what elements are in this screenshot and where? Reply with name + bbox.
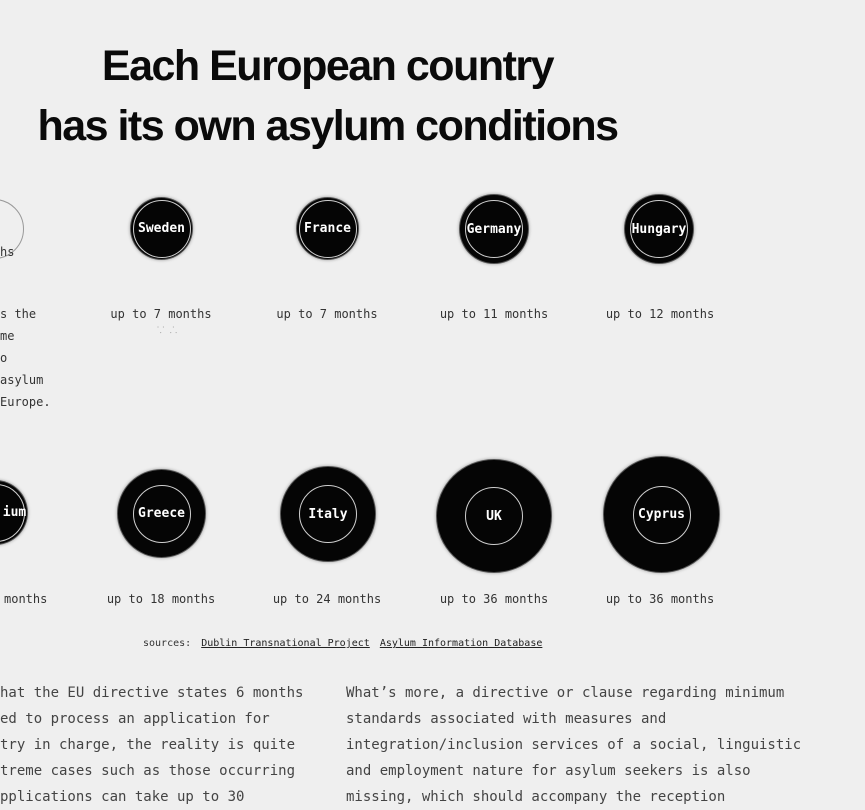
inner-ring: [298, 199, 357, 258]
country-name: Germany: [466, 221, 522, 237]
inner-ring: [132, 484, 191, 543]
paragraph-line: and employment nature for asylum seekers…: [346, 763, 751, 779]
country-duration: up to 18 months: [106, 592, 216, 606]
note-line: me: [0, 329, 15, 343]
country-duration: up to 12 months: [605, 307, 715, 321]
sources-label: sources:: [143, 638, 192, 649]
source-link-dublin[interactable]: Dublin Transnational Project: [201, 638, 370, 649]
inner-ring: [630, 200, 688, 258]
inner-ring: [465, 487, 523, 545]
partial-country-circle[interactable]: ium: [0, 481, 27, 544]
country-circle-sweden[interactable]: Sweden: [131, 198, 192, 259]
paragraph-line: integration/inclusion services of a soci…: [346, 737, 802, 753]
paragraph-left: hat the EU directive states 6 months ed …: [0, 680, 303, 810]
partial-country-duration: hs: [0, 245, 15, 259]
paragraph-line: try in charge, the reality is quite: [0, 737, 296, 753]
country-circle-cyprus[interactable]: Cyprus: [604, 457, 719, 572]
country-duration: up to 11 months: [439, 307, 549, 321]
paragraph-right: What’s more, a directive or clause regar…: [346, 680, 801, 810]
country-name: Sweden: [138, 221, 185, 236]
note-line: s the: [0, 307, 37, 321]
country-name: Greece: [138, 506, 185, 521]
paragraph-line: ed to process an application for: [0, 711, 270, 727]
country-name: Italy: [308, 506, 348, 522]
page-title-line-2: has its own asylum conditions: [37, 102, 619, 150]
ink-speck: ⸪ ⸫: [157, 326, 178, 336]
paragraph-line: What’s more, a directive or clause regar…: [346, 685, 785, 701]
country-circle-germany[interactable]: Germany: [460, 195, 528, 263]
country-duration: up to 7 months: [276, 307, 378, 321]
inner-ring: [299, 485, 357, 543]
country-circle-hungary[interactable]: Hungary: [625, 195, 693, 263]
country-circle-uk[interactable]: UK: [437, 460, 551, 572]
inner-ring: [132, 199, 191, 258]
country-circle-france[interactable]: France: [297, 198, 358, 259]
country-duration: up to 36 months: [605, 592, 715, 606]
inner-ring: [465, 200, 523, 258]
note-line: o: [0, 351, 8, 365]
country-circle-greece[interactable]: Greece: [118, 470, 205, 557]
partial-country-duration: months: [4, 592, 48, 606]
country-name: Cyprus: [638, 507, 685, 522]
paragraph-line: missing, which should accompany the rece…: [346, 789, 726, 805]
source-link-aida[interactable]: Asylum Information Database: [379, 638, 543, 649]
paragraph-line: standards associated with measures and: [346, 711, 667, 727]
inner-ring: [632, 485, 691, 544]
country-duration: up to 24 months: [272, 592, 382, 606]
country-duration: up to 7 months: [110, 307, 212, 321]
country-duration: up to 36 months: [439, 592, 549, 606]
paragraph-line: pplications can take up to 30: [0, 789, 245, 805]
country-circle-italy[interactable]: Italy: [281, 467, 375, 561]
country-name: UK: [486, 508, 502, 524]
paragraph-line: hat the EU directive states 6 months: [0, 685, 304, 701]
note-line: Europe.: [0, 395, 51, 409]
country-name: France: [304, 221, 351, 236]
paragraph-line: treme cases such as those occurring: [0, 763, 296, 779]
note-line: asylum: [0, 373, 44, 387]
sources-line: sources: Dublin Transnational Project As…: [143, 638, 542, 649]
country-name: Hungary: [631, 221, 687, 237]
country-name: ium: [2, 505, 27, 520]
page-title-line-1: Each European country: [101, 42, 555, 90]
